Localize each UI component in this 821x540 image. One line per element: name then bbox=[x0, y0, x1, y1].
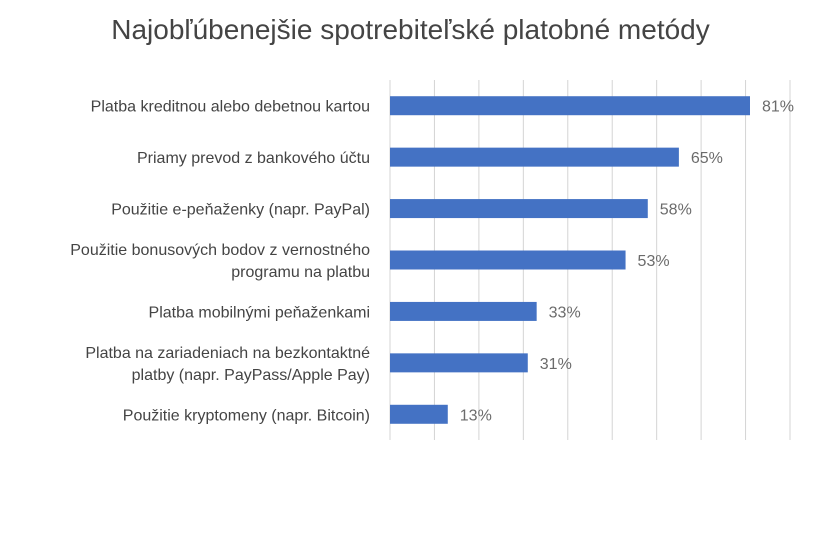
bar bbox=[390, 250, 626, 270]
bar bbox=[390, 301, 537, 321]
data-label: 58% bbox=[660, 202, 692, 219]
chart-title: Najobľúbenejšie spotrebiteľské platobné … bbox=[111, 14, 710, 45]
category-label: Platba mobilnými peňaženkami bbox=[149, 304, 370, 321]
category-label: Platba kreditnou alebo debetnou kartou bbox=[91, 99, 370, 116]
category-label: Použitie bonusových bodov z vernostného bbox=[70, 242, 370, 259]
category-label: Použitie kryptomeny (napr. Bitcoin) bbox=[123, 407, 370, 424]
data-label: 53% bbox=[638, 253, 670, 270]
data-label: 31% bbox=[540, 356, 572, 373]
bar bbox=[390, 353, 528, 373]
data-label: 33% bbox=[549, 304, 581, 321]
category-label: platby (napr. PayPass/Apple Pay) bbox=[132, 367, 370, 384]
bar bbox=[390, 199, 648, 219]
category-label: Priamy prevod z bankového účtu bbox=[137, 150, 370, 167]
data-label: 81% bbox=[762, 99, 794, 116]
category-label: Platba na zariadeniach na bezkontaktné bbox=[85, 345, 370, 362]
bar bbox=[390, 147, 679, 167]
category-label: programu na platbu bbox=[231, 264, 370, 281]
data-label: 65% bbox=[691, 150, 723, 167]
data-label: 13% bbox=[460, 407, 492, 424]
category-label: Použitie e-peňaženky (napr. PayPal) bbox=[111, 202, 370, 219]
bar bbox=[390, 404, 448, 424]
bar bbox=[390, 96, 750, 116]
